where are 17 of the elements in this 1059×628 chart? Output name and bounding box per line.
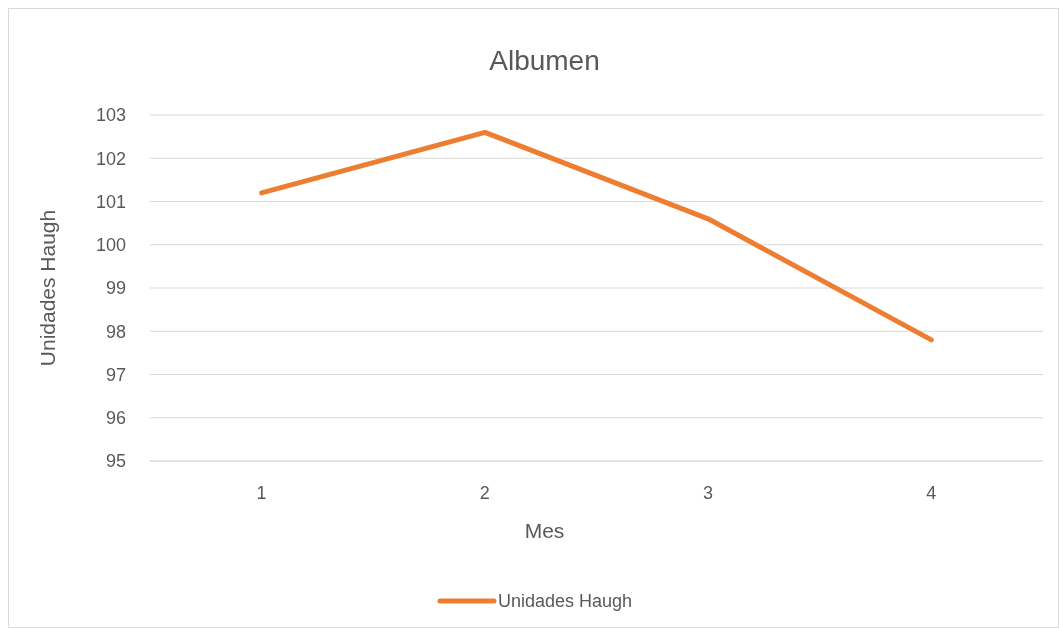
y-tick-label: 98 [105,321,126,342]
chart-title: Albumen [489,45,600,76]
y-axis-title: Unidades Haugh [36,209,60,367]
x-tick-label: 2 [479,483,490,503]
legend-label: Unidades Haugh [498,591,633,612]
y-tick-label: 96 [105,408,126,429]
y-tick-label: 101 [95,191,126,212]
y-tick-label: 97 [105,364,126,385]
y-tick-label: 102 [95,148,126,169]
x-axis-title: Mes [524,519,565,542]
y-tick-label: 103 [95,105,126,126]
x-tick-label: 1 [256,483,267,503]
y-tick-label: 99 [105,278,126,299]
x-tick-label: 4 [926,483,937,503]
y-tick-label: 100 [95,235,126,256]
y-tick-label: 95 [105,451,126,472]
x-tick-label: 3 [703,483,714,503]
